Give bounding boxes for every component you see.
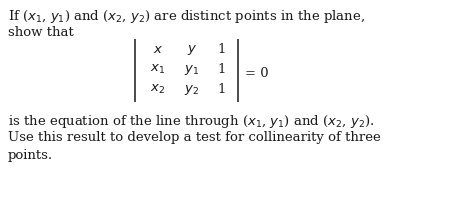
Text: $x_1$: $x_1$ — [150, 63, 166, 76]
Text: show that: show that — [8, 26, 74, 39]
Text: Use this result to develop a test for collinearity of three: Use this result to develop a test for co… — [8, 130, 381, 143]
Text: $x_2$: $x_2$ — [151, 83, 166, 96]
Text: $y_1$: $y_1$ — [184, 63, 200, 77]
Text: 1: 1 — [218, 63, 226, 76]
Text: 1: 1 — [218, 43, 226, 56]
Text: $x$: $x$ — [153, 43, 163, 56]
Text: $y_2$: $y_2$ — [184, 83, 199, 97]
Text: points.: points. — [8, 148, 53, 161]
Text: If ($x_1$, $y_1$) and ($x_2$, $y_2$) are distinct points in the plane,: If ($x_1$, $y_1$) and ($x_2$, $y_2$) are… — [8, 8, 365, 25]
Text: is the equation of the line through ($x_1$, $y_1$) and ($x_2$, $y_2$).: is the equation of the line through ($x_… — [8, 112, 374, 129]
Text: = 0: = 0 — [245, 67, 269, 80]
Text: 1: 1 — [218, 83, 226, 96]
Text: $y$: $y$ — [187, 43, 197, 57]
